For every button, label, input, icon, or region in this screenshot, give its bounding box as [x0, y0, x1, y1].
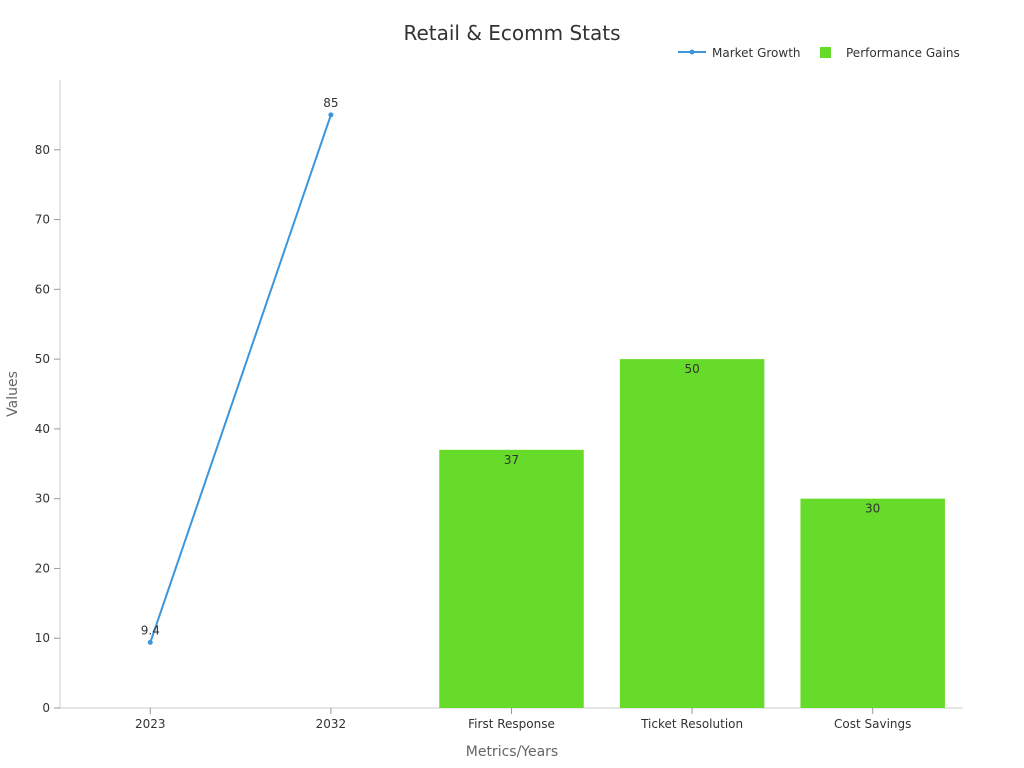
- bar-series: [439, 359, 945, 708]
- legend-item-performance-gains[interactable]: Performance Gains: [820, 46, 960, 60]
- series-line: [149, 114, 332, 643]
- y-axis: 0 10 20 30 40 50 60 70 80: [35, 80, 61, 715]
- x-tick-label: First Response: [468, 717, 555, 731]
- x-axis-title: Metrics/Years: [466, 744, 558, 760]
- bar-data-label: 37: [504, 453, 519, 467]
- x-tick-label: 2023: [135, 717, 166, 731]
- y-tick-label: 0: [42, 701, 50, 715]
- x-tick-label: Cost Savings: [834, 717, 911, 731]
- line-point[interactable]: [147, 639, 153, 645]
- legend-label-performance-gains: Performance Gains: [846, 46, 960, 60]
- legend-item-market-growth[interactable]: Market Growth: [678, 46, 801, 60]
- point-data-label: 9.4: [141, 623, 160, 637]
- y-tick-label: 60: [35, 282, 50, 296]
- bar-data-label: 50: [684, 362, 699, 376]
- y-tick-label: 40: [35, 422, 50, 436]
- point-data-label: 85: [323, 96, 338, 110]
- legend-marker-swatch: [689, 49, 695, 55]
- bar[interactable]: [439, 449, 584, 708]
- x-axis: 2023 2032 First Response Ticket Resolution C…: [60, 707, 963, 731]
- y-tick-label: 80: [35, 143, 50, 157]
- legend-bar-swatch: [820, 47, 831, 58]
- line-point[interactable]: [328, 112, 334, 118]
- y-axis-title: Values: [5, 371, 21, 417]
- y-tick-label: 50: [35, 352, 50, 366]
- y-tick-label: 10: [35, 631, 50, 645]
- bar-data-label: 30: [865, 502, 880, 516]
- legend-label-market-growth: Market Growth: [712, 46, 801, 60]
- legend: Market Growth Performance Gains: [678, 46, 960, 60]
- line-series: [147, 112, 334, 645]
- data-labels: 9.4 85 37 50 30: [141, 96, 881, 638]
- chart-title: Retail & Ecomm Stats: [403, 21, 620, 45]
- y-tick-label: 70: [35, 213, 50, 227]
- y-tick-label: 20: [35, 561, 50, 575]
- bar[interactable]: [800, 498, 945, 708]
- y-tick-label: 30: [35, 492, 50, 506]
- x-tick-label: 2032: [316, 717, 347, 731]
- bar[interactable]: [619, 359, 765, 708]
- x-tick-label: Ticket Resolution: [640, 717, 743, 731]
